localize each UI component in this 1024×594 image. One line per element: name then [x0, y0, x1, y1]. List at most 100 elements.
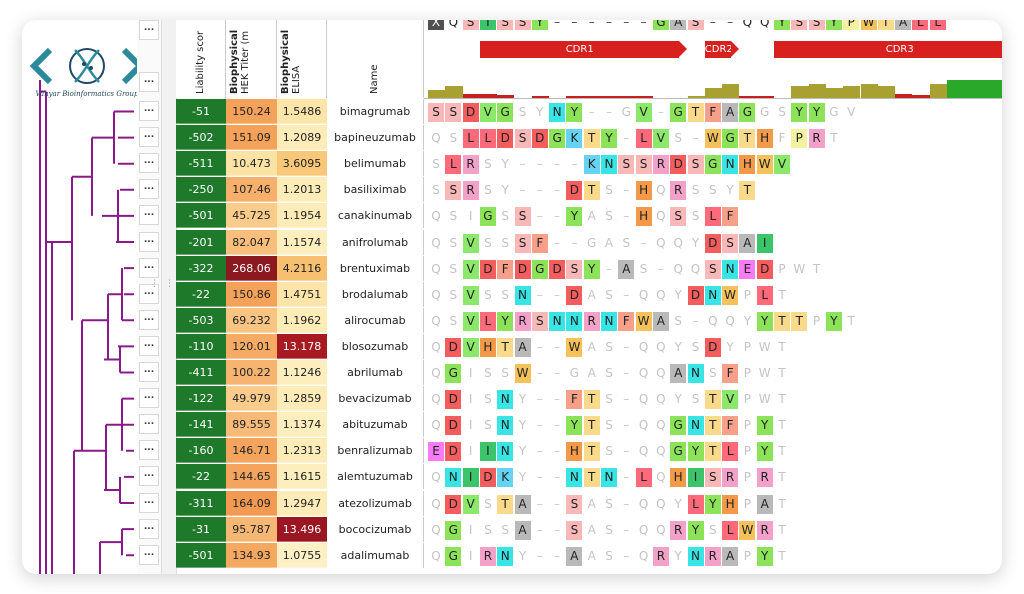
sequence-row[interactable]: Q D V H T A – – W A S – Q Q Y S D Y P W T [424, 337, 1002, 357]
antibody-name[interactable]: bapineuzumab [327, 125, 424, 151]
residue: – [554, 470, 561, 485]
row-actions-button[interactable]: ... [139, 335, 159, 356]
residue: L [635, 468, 652, 488]
liability-score-cell: -502 [176, 125, 226, 151]
row-actions-button[interactable]: ... [139, 257, 159, 278]
antibody-name[interactable]: bevacizumab [327, 386, 424, 412]
row-actions-button[interactable]: ... [139, 205, 159, 226]
row-actions-button[interactable]: ... [139, 414, 159, 435]
row-actions-button[interactable]: ... [139, 388, 159, 409]
sequence-row[interactable]: Q S V L Y R S N N R N F W A S – Q Q Y Y T T P Y T [424, 311, 1002, 331]
sequence-row[interactable]: Q S V D F D G D S Y – A S – Q Q S N E D P W T [424, 259, 1002, 279]
row-actions-button[interactable]: ... [139, 127, 159, 148]
sequence-row[interactable]: Q S V S S S F – – G A S – Q Q Y D S A I [424, 233, 1002, 253]
residue: Y [674, 287, 682, 302]
antibody-name[interactable]: alemtuzumab [327, 464, 424, 490]
sequence-row[interactable]: Q S I G S S – – Y A S – H Q S S L F [424, 207, 1002, 227]
antibody-name[interactable]: basiliximab [327, 177, 424, 203]
hek-titer-cell: 164.09 [226, 490, 277, 516]
row-actions-button[interactable]: ... [139, 231, 159, 252]
residue: – [536, 496, 543, 511]
sequence-row[interactable]: Q G I R N Y – – A A S – Q R Y N R A P Y T [424, 546, 1002, 566]
antibody-name[interactable]: alirocumab [327, 307, 424, 333]
antibody-name[interactable]: bococizumab [327, 516, 424, 542]
row-actions-button[interactable]: ... [139, 153, 159, 174]
sequence-row[interactable]: Q N I D K Y – – N T N – L Q H I S R P R T [424, 468, 1002, 488]
row-actions-button[interactable]: ... [139, 466, 159, 487]
header-name[interactable]: Name [327, 20, 424, 98]
residue: W [722, 285, 739, 305]
header-actions-button[interactable]: ... [139, 20, 159, 40]
sequence-row[interactable]: Q D V S T A – – S A S – Q Q Y L Y H P A T [424, 494, 1002, 514]
residue: I [468, 548, 473, 563]
residue: G [760, 105, 770, 119]
splitter[interactable]: ⋮ ⋮ [150, 20, 177, 574]
residue: E [739, 259, 756, 279]
sequence-row[interactable]: S S D V G S Y N Y – – G V – G T F A G G S Y Y G V [424, 103, 1002, 122]
residue: I [687, 468, 704, 488]
antibody-name[interactable]: abrilumab [327, 360, 424, 385]
antibody-name[interactable]: atezolizumab [327, 490, 424, 516]
row-actions-button[interactable]: ... [139, 101, 159, 121]
header-elisa[interactable]: Biophysical ELISA [277, 20, 327, 98]
sequence-row[interactable]: Q D I S N Y – – F T S – Q Q Y S T V P W T [424, 390, 1002, 410]
sequence-alignment-pane[interactable]: X Q S I S S Y – – – – – – G A S – – Q Q Y S S Y P W T A L L CDR1 CDR2 CD… [424, 20, 1002, 574]
antibody-name[interactable]: bimagrumab [327, 99, 424, 124]
residue: Y [756, 442, 773, 462]
residue: T [497, 337, 514, 357]
sequence-row[interactable]: Q G I S S W – – G A S – Q Q A N S F P W T [424, 364, 1002, 383]
antibody-name[interactable]: brodalumab [327, 281, 424, 307]
antibody-name[interactable]: canakinumab [327, 203, 424, 229]
elisa-cell: 3.6095 [277, 151, 327, 177]
sequence-row[interactable]: S L R S Y – – – – K N S S R D S G N H W V [424, 155, 1002, 175]
sequence-row[interactable]: Q S V S S N – – D A S – Q Q Y D N W P L T [424, 285, 1002, 305]
row-actions-button[interactable]: ... [139, 283, 159, 304]
residue: N [687, 546, 704, 566]
residue: S [605, 183, 613, 198]
antibody-name[interactable]: anifrolumab [327, 229, 424, 255]
residue: A [566, 546, 583, 566]
splitter-grip[interactable]: ⋮ [150, 279, 159, 289]
residue: Q [638, 444, 649, 459]
antibody-name[interactable]: brentuximab [327, 255, 424, 281]
sequence-row[interactable]: Q D I S N Y – – Y T S – Q Q G N T F P Y T [424, 416, 1002, 436]
cdr-region-cdr2[interactable]: CDR2 [704, 41, 739, 58]
row-actions-button[interactable]: ... [139, 362, 159, 382]
conservation-bar [462, 94, 480, 98]
sequence-row[interactable]: Q G I S S A – – S A S – Q Q R Y S L W R T [424, 520, 1002, 540]
header-liability-score[interactable]: Liability scor [176, 20, 226, 98]
elisa-cell: 1.1615 [277, 464, 327, 490]
residue: Y [566, 416, 583, 436]
header-actions-button[interactable]: ... [139, 72, 159, 92]
residue: Q [638, 548, 649, 563]
reference-residue: Y [825, 20, 842, 30]
sequence-row[interactable]: E D I I N Y – – H T S – Q Q G Y T L P Y T [424, 442, 1002, 462]
cdr-region-cdr1[interactable]: CDR1 [479, 41, 688, 58]
header-hek-titer[interactable]: Biophysical HEK Titer (m [226, 20, 277, 98]
sequence-row[interactable]: S S R S Y – – – D T S – H Q R S S Y T [424, 181, 1002, 201]
elisa-cell: 1.2859 [277, 386, 327, 412]
row-actions-button[interactable]: ... [139, 309, 159, 330]
conservation-bar [843, 86, 861, 98]
residue: Q [638, 339, 649, 354]
row-actions-button[interactable]: ... [139, 518, 159, 539]
antibody-name[interactable]: belimumab [327, 151, 424, 177]
row-actions-button[interactable]: ... [139, 179, 159, 200]
row-actions-button[interactable]: ... [139, 440, 159, 461]
antibody-name[interactable]: blosozumab [327, 333, 424, 359]
residue: G [445, 546, 462, 566]
antibody-name[interactable]: adalimumab [327, 542, 424, 568]
residue: – [536, 392, 543, 407]
row-actions-button[interactable]: ... [139, 492, 159, 513]
sequence-row[interactable]: Q S L L D S D G K T Y – L V S – W G T H F P R T [424, 129, 1002, 149]
residue: V [462, 311, 479, 331]
antibody-name[interactable]: abituzumab [327, 412, 424, 438]
splitter-grip[interactable]: ⋮ [165, 279, 174, 289]
cdr-region-cdr3[interactable]: CDR3 [774, 41, 1002, 58]
elisa-cell: 1.1574 [277, 229, 327, 255]
residue: – [536, 209, 543, 224]
residue: S [428, 103, 444, 122]
antibody-name[interactable]: benralizumab [327, 438, 424, 464]
conservation-bar [947, 80, 1002, 98]
row-actions-button[interactable]: ... [139, 544, 159, 565]
